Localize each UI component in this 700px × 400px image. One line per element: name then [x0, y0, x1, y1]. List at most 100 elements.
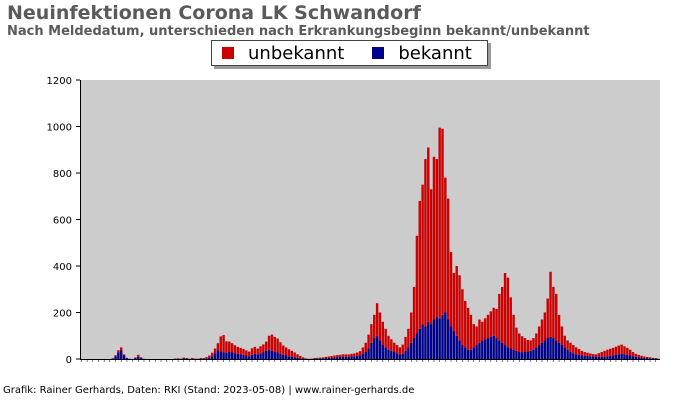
bar-unbekannt	[392, 342, 396, 353]
bar-unbekannt	[626, 347, 629, 355]
bar-unbekannt	[543, 312, 547, 341]
bar-bekannt	[603, 356, 606, 359]
bar-unbekannt	[293, 352, 296, 358]
bar-bekannt	[648, 358, 652, 359]
bar-bekannt	[532, 349, 535, 359]
bar-bekannt	[319, 358, 322, 359]
bar-bekannt	[427, 321, 430, 359]
bar-unbekannt	[552, 286, 555, 339]
legend-label-unbekannt: unbekannt	[248, 42, 345, 64]
bar-bekannt	[589, 356, 592, 359]
bar-bekannt	[566, 349, 569, 359]
bar-bekannt	[529, 350, 532, 359]
bar-unbekannt	[216, 343, 220, 351]
bar-unbekannt	[631, 352, 635, 357]
bar-bekannt	[350, 356, 353, 359]
bar-unbekannt	[375, 303, 379, 336]
bar-bekannt	[384, 347, 387, 360]
bar-unbekannt	[583, 352, 586, 356]
bar-unbekannt	[486, 314, 490, 339]
bar-bekannt	[361, 353, 365, 359]
bar-bekannt	[495, 338, 498, 359]
bar-bekannt	[242, 354, 245, 359]
plot-area	[80, 80, 660, 359]
bar-bekannt	[461, 345, 464, 359]
bar-unbekannt	[401, 344, 404, 354]
bar-unbekannt	[614, 346, 618, 355]
bars-group	[111, 127, 660, 360]
bar-unbekannt	[535, 333, 538, 348]
bar-bekannt	[555, 340, 558, 359]
bar-unbekannt	[455, 266, 458, 336]
bar-bekannt	[330, 357, 333, 359]
bar-bekannt	[415, 333, 419, 359]
bar-bekannt	[623, 354, 626, 359]
bar-unbekannt	[449, 252, 453, 327]
bar-bekannt	[515, 350, 518, 359]
bar-unbekannt	[577, 349, 581, 355]
bar-unbekannt	[438, 127, 441, 319]
bar-bekannt	[358, 355, 362, 359]
bar-bekannt	[611, 355, 615, 359]
bar-bekannt	[381, 345, 385, 359]
bar-unbekannt	[429, 189, 433, 325]
bar-unbekannt	[137, 354, 140, 357]
bar-bekannt	[597, 356, 601, 359]
bar-bekannt	[401, 353, 404, 359]
bar-bekannt	[219, 351, 222, 359]
bar-bekannt	[245, 355, 248, 359]
bar-bekannt	[609, 355, 612, 359]
bar-bekannt	[418, 328, 421, 359]
bar-unbekannt	[523, 338, 527, 353]
bar-unbekannt	[398, 347, 402, 355]
bar-unbekannt	[560, 326, 564, 346]
bar-unbekannt	[589, 353, 592, 357]
bar-bekannt	[259, 353, 262, 359]
bar-unbekannt	[222, 335, 225, 353]
bar-bekannt	[452, 331, 456, 359]
bar-unbekannt	[321, 357, 325, 359]
bar-unbekannt	[228, 341, 231, 353]
bar-bekannt	[137, 356, 140, 359]
bar-bekannt	[617, 354, 620, 359]
bar-unbekannt	[563, 335, 566, 348]
bar-bekannt	[216, 350, 220, 359]
bar-bekannt	[634, 356, 638, 359]
bar-bekannt	[446, 319, 450, 359]
bar-unbekannt	[498, 293, 501, 341]
bar-bekannt	[492, 335, 495, 359]
bar-unbekannt	[637, 354, 640, 358]
bar-bekannt	[572, 353, 575, 359]
bar-unbekannt	[282, 345, 285, 355]
bar-bekannt	[338, 356, 342, 359]
bar-unbekannt	[350, 353, 353, 357]
bar-bekannt	[392, 352, 396, 359]
bar-bekannt	[620, 353, 623, 359]
bar-unbekannt	[412, 286, 416, 339]
bar-unbekannt	[461, 289, 464, 346]
bar-unbekannt	[117, 350, 120, 353]
bar-bekannt	[250, 354, 254, 359]
y-tick-label: 0	[66, 355, 72, 366]
bar-bekannt	[591, 356, 595, 359]
x-tick-marks	[81, 359, 656, 362]
bar-unbekannt	[239, 347, 242, 355]
bar-bekannt	[540, 342, 544, 359]
bar-unbekannt	[301, 357, 305, 359]
bar-bekannt	[375, 335, 379, 359]
bar-bekannt	[225, 352, 228, 359]
bar-bekannt	[464, 347, 467, 360]
bar-bekannt	[523, 352, 527, 359]
y-tick-label: 200	[53, 309, 72, 320]
bar-bekannt	[287, 356, 291, 359]
bar-bekannt	[276, 352, 279, 359]
bar-unbekannt	[120, 347, 123, 351]
bar-unbekannt	[299, 355, 302, 359]
bar-unbekannt	[267, 335, 271, 350]
bar-unbekannt	[211, 352, 214, 357]
bar-unbekannt	[594, 354, 598, 357]
bar-unbekannt	[640, 355, 643, 358]
bar-bekannt	[114, 356, 117, 359]
bar-bekannt	[628, 355, 632, 359]
bar-unbekannt	[242, 349, 245, 355]
